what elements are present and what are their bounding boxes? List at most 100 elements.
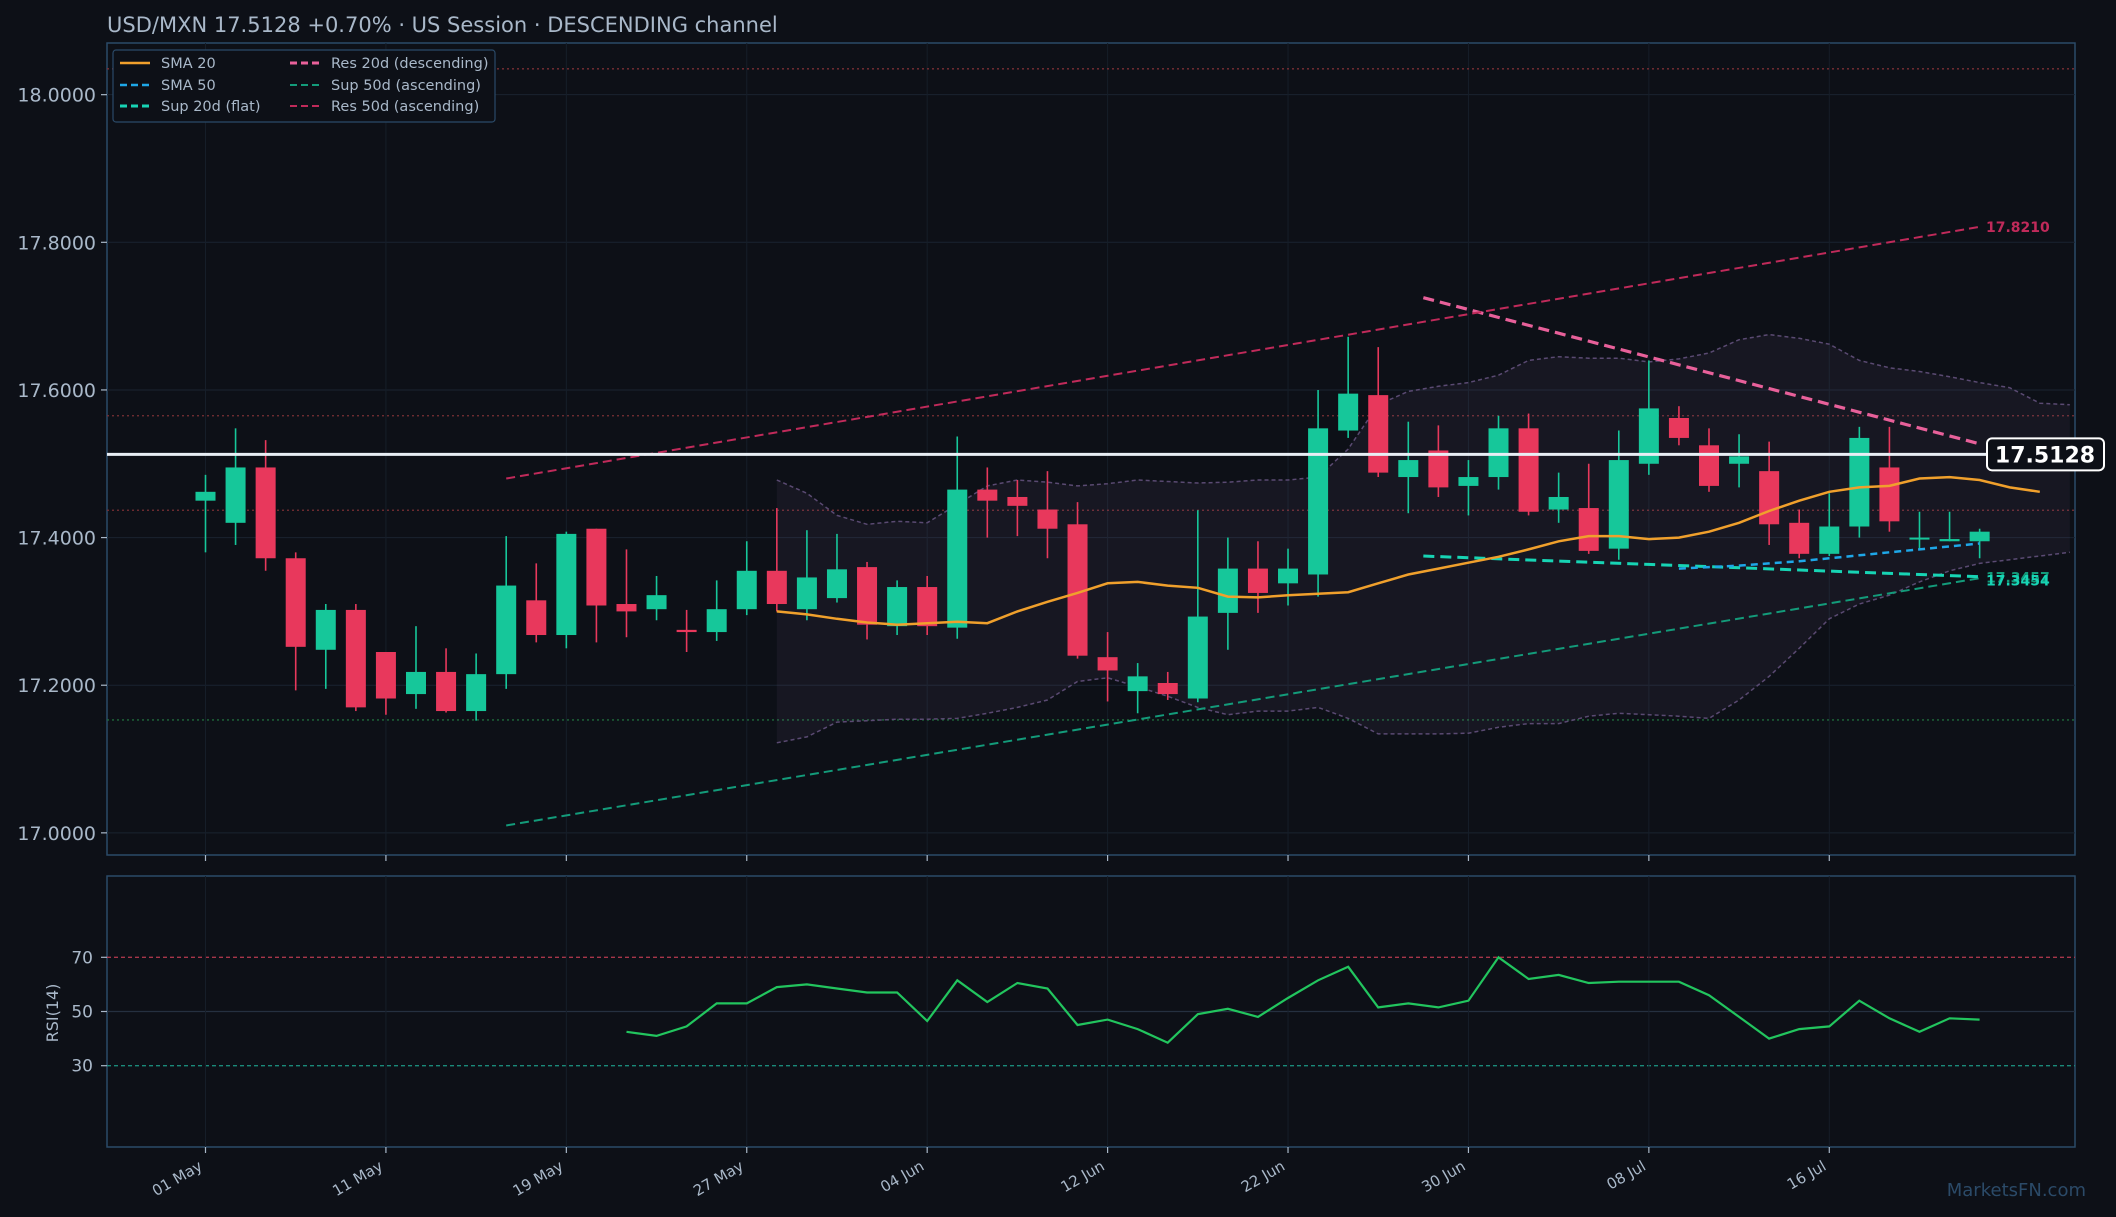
price-tick-label: 17.8000 — [17, 232, 96, 254]
rsi-y-axis: 30 50 70 — [71, 948, 107, 1077]
candle-body — [977, 489, 998, 501]
candle-body — [496, 585, 517, 675]
candle-body — [1398, 460, 1419, 478]
sma20-line — [776, 475, 2040, 626]
candle-body — [1278, 568, 1299, 584]
candle-body — [1007, 496, 1028, 506]
rsi-tick-label: 30 — [71, 1057, 93, 1077]
candle-body — [1368, 395, 1389, 473]
candle-body — [1578, 508, 1599, 551]
candle-body — [556, 533, 577, 636]
candle-body — [436, 671, 457, 712]
legend-label-sma50: SMA 50 — [161, 78, 216, 94]
candle-body — [1097, 657, 1118, 671]
price-tag-value: 17.5128 — [1995, 443, 2095, 468]
candle-body — [736, 570, 757, 610]
sma50-line — [1678, 542, 1980, 570]
candle-body — [466, 674, 487, 712]
rsi-axis-label: RSI(14) — [43, 984, 62, 1043]
rsi-tick-label: 50 — [71, 1003, 93, 1023]
candle-body — [1157, 683, 1178, 695]
candle-body — [1638, 408, 1659, 464]
candle-body — [1458, 477, 1479, 486]
chart-title: USD/MXN 17.5128 +0.70% · US Session · DE… — [107, 13, 778, 37]
candle-body — [887, 587, 908, 627]
trendline-end-label: 17.3457 — [1986, 571, 2050, 587]
price-tick-label: 17.2000 — [17, 675, 96, 697]
candle-body — [796, 577, 817, 610]
candle-body — [1338, 393, 1359, 431]
price-y-axis: 17.0000 17.2000 17.4000 17.6000 17.8000 18.00… — [17, 85, 107, 845]
candle-body — [1939, 539, 1960, 542]
candle-body — [1067, 524, 1088, 656]
price-tick-label: 17.4000 — [17, 528, 96, 550]
candle-body — [405, 671, 426, 695]
rsi-panel: 30 50 70 RSI(14) — [43, 875, 2076, 1148]
trendline — [506, 577, 1980, 827]
legend: SMA 20 SMA 50 Sup 20d (flat) Res 20d (de… — [112, 49, 496, 123]
candle-body — [1608, 460, 1629, 549]
candle-body — [285, 558, 306, 647]
rsi-gridlines — [107, 876, 2075, 1147]
candles — [195, 336, 1990, 721]
legend-label-res20-desc: Res 20d (descending) — [331, 56, 488, 72]
candle-body — [586, 528, 607, 606]
legend-label-sup50-asc: Sup 50d (ascending) — [331, 78, 481, 94]
rsi-line — [626, 955, 1980, 1045]
trendline — [506, 225, 1980, 480]
last-price-tag: 17.5128 — [1986, 437, 2105, 472]
candle-body — [225, 467, 246, 523]
candle-body — [1969, 531, 1990, 542]
trendlines — [506, 225, 1981, 827]
candle-body — [706, 609, 727, 633]
candle-body — [1217, 568, 1238, 613]
candle-body — [1247, 568, 1268, 593]
candle-body — [1187, 616, 1208, 699]
candle-body — [1759, 471, 1780, 525]
candle-body — [1909, 537, 1930, 540]
watermark: MarketsFN.com — [1947, 1180, 2086, 1201]
candle-body — [255, 467, 276, 559]
candle-body — [947, 489, 968, 628]
price-panel: 17.0000 17.2000 17.4000 17.6000 17.8000 18.00… — [17, 42, 2105, 856]
candle-body — [1308, 428, 1329, 575]
candle-body — [1879, 467, 1900, 522]
trendline — [1423, 554, 1980, 579]
candle-body — [676, 629, 697, 633]
candle-body — [1699, 445, 1719, 486]
candle-body — [1729, 456, 1750, 464]
bollinger-band — [776, 334, 2070, 743]
candle-body — [1819, 526, 1840, 554]
candle-body — [195, 491, 216, 501]
candle-body — [646, 595, 667, 610]
trendline-end-label: 17.8210 — [1986, 220, 2050, 236]
candle-body — [1037, 509, 1058, 529]
candle-body — [375, 652, 396, 699]
candle-body — [1127, 676, 1148, 692]
candle-body — [1668, 417, 1689, 438]
price-tick-label: 17.0000 — [17, 823, 96, 845]
candle-body — [857, 567, 878, 625]
legend-label-res50-asc: Res 50d (ascending) — [331, 99, 479, 115]
candle-body — [1428, 450, 1449, 488]
legend-label-sup20-flat: Sup 20d (flat) — [161, 99, 261, 115]
candle-body — [917, 587, 938, 627]
price-tick-label: 17.6000 — [17, 380, 96, 402]
price-tick-label: 18.0000 — [17, 85, 96, 107]
candle-body — [1488, 428, 1509, 478]
candle-body — [315, 609, 336, 650]
candle-body — [616, 604, 637, 612]
rsi-tick-label: 70 — [71, 948, 93, 968]
legend-label-sma20: SMA 20 — [161, 56, 216, 72]
candle-body — [526, 600, 547, 636]
candle-body — [766, 570, 787, 605]
trendline — [1422, 296, 1981, 446]
bollinger-upper-line — [776, 333, 2070, 526]
candle-body — [1518, 428, 1539, 512]
candle-body — [345, 609, 366, 708]
candle-body — [1789, 522, 1810, 554]
trendline-end-label: 17.3454 — [1986, 574, 2050, 590]
reference-lines — [107, 68, 2075, 721]
